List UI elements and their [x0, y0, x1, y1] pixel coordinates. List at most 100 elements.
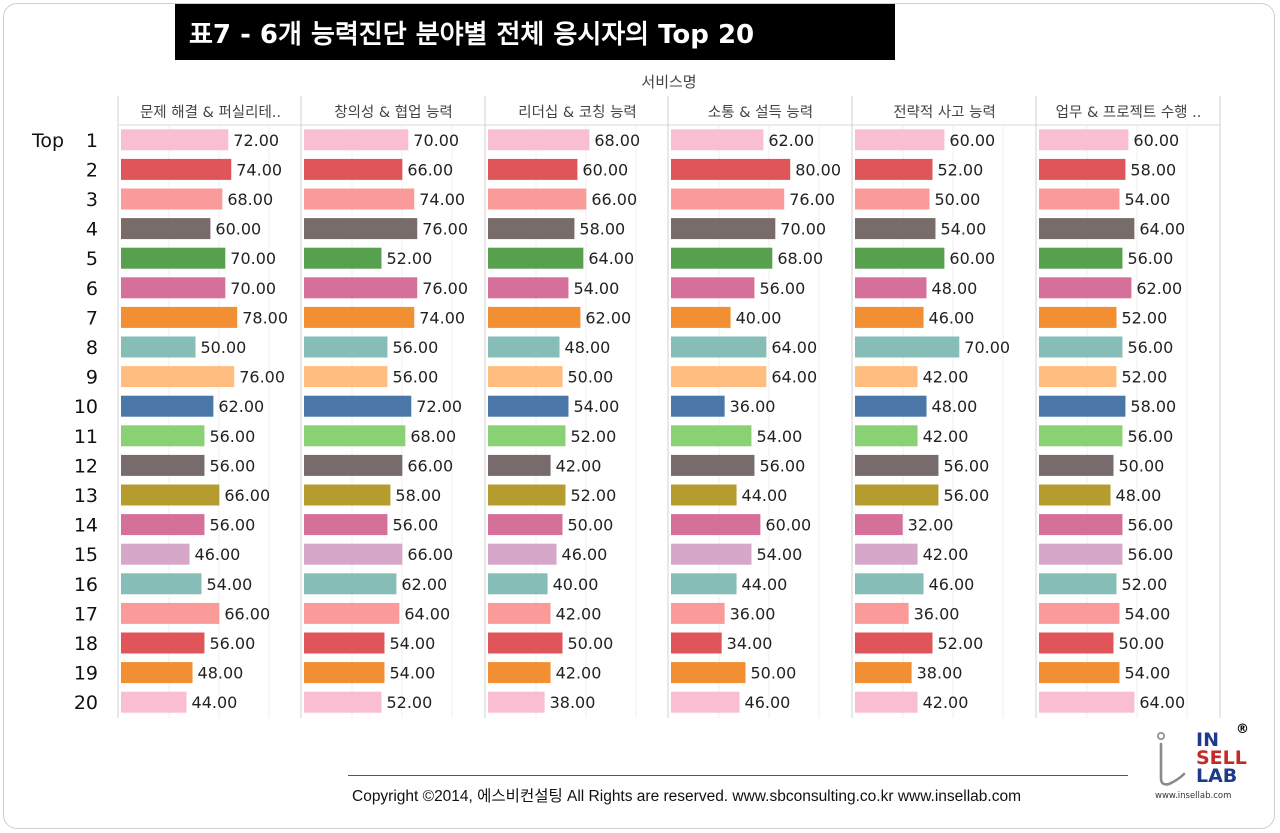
bar — [304, 662, 385, 684]
bar — [1039, 395, 1126, 417]
logo-text-sell: SELL — [1196, 747, 1247, 769]
bar — [304, 395, 412, 417]
bar — [671, 366, 767, 388]
bar — [671, 306, 731, 328]
value-label: 56.00 — [1127, 249, 1173, 268]
value-label: 44.00 — [742, 575, 788, 594]
bar — [855, 691, 918, 713]
value-label: 72.00 — [416, 397, 462, 416]
value-label: 56.00 — [1127, 427, 1173, 446]
bar — [855, 543, 918, 565]
bar — [488, 514, 563, 536]
value-label: 56.00 — [759, 279, 805, 298]
bar — [304, 158, 403, 180]
value-label: 52.00 — [937, 160, 983, 179]
row-label: 15 — [74, 544, 98, 566]
value-label: 52.00 — [570, 427, 616, 446]
bar — [304, 454, 403, 476]
row-label: 19 — [74, 663, 98, 685]
bar — [304, 188, 415, 210]
bar — [304, 277, 418, 299]
bar — [304, 366, 388, 388]
value-label: 54.00 — [1124, 190, 1170, 209]
value-label: 70.00 — [230, 249, 276, 268]
value-label: 66.00 — [591, 190, 637, 209]
value-label: 70.00 — [780, 220, 826, 239]
column-header: 문제 해결 & 퍼실리테.. — [140, 104, 281, 121]
row-label: 16 — [74, 574, 98, 596]
bar — [488, 425, 566, 447]
logo-url: www.insellab.com — [1155, 791, 1232, 801]
bar — [121, 188, 223, 210]
value-label: 44.00 — [742, 486, 788, 505]
bar — [121, 573, 202, 595]
insellab-logo: IN SELL LAB — [1157, 729, 1247, 787]
value-label: 48.00 — [565, 338, 611, 357]
value-label: 50.00 — [1119, 456, 1165, 475]
row-label: 14 — [74, 515, 98, 537]
bar — [304, 247, 382, 269]
row-label: 20 — [74, 692, 98, 714]
value-label: 52.00 — [937, 634, 983, 653]
bar — [304, 484, 391, 506]
bar — [855, 366, 918, 388]
value-label: 42.00 — [923, 368, 969, 387]
bar — [304, 602, 400, 624]
value-label: 68.00 — [227, 190, 273, 209]
value-label: 68.00 — [777, 249, 823, 268]
value-label: 56.00 — [392, 368, 438, 387]
bar — [121, 454, 205, 476]
row-label: 1 — [86, 130, 98, 152]
bar — [1039, 306, 1117, 328]
bar — [121, 366, 235, 388]
bar — [121, 602, 220, 624]
value-label: 64.00 — [404, 604, 450, 623]
value-label: 48.00 — [932, 397, 978, 416]
value-label: 60.00 — [949, 131, 995, 150]
value-label: 52.00 — [386, 693, 432, 712]
bar — [488, 573, 548, 595]
value-label: 62.00 — [218, 397, 264, 416]
value-label: 56.00 — [392, 516, 438, 535]
logo-text-in: IN — [1196, 729, 1219, 751]
value-label: 64.00 — [1139, 693, 1185, 712]
value-label: 46.00 — [929, 308, 975, 327]
value-label: 48.00 — [1116, 486, 1162, 505]
bar — [671, 336, 767, 358]
value-label: 52.00 — [1121, 575, 1167, 594]
bar — [671, 277, 755, 299]
value-label: 50.00 — [751, 664, 797, 683]
row-label: 6 — [86, 278, 98, 300]
bar — [488, 454, 551, 476]
value-label: 52.00 — [570, 486, 616, 505]
value-label: 56.00 — [943, 486, 989, 505]
value-label: 54.00 — [940, 220, 986, 239]
bar — [121, 425, 205, 447]
bar — [121, 484, 220, 506]
value-label: 54.00 — [1124, 664, 1170, 683]
value-label: 56.00 — [759, 456, 805, 475]
bar — [488, 129, 590, 151]
bar — [304, 306, 415, 328]
value-label: 50.00 — [935, 190, 981, 209]
bar — [121, 306, 238, 328]
bar — [121, 218, 211, 240]
value-label: 70.00 — [413, 131, 459, 150]
bar — [488, 366, 563, 388]
value-label: 70.00 — [230, 279, 276, 298]
bar — [304, 425, 406, 447]
value-label: 54.00 — [573, 397, 619, 416]
value-label: 58.00 — [395, 486, 441, 505]
value-label: 70.00 — [964, 338, 1010, 357]
value-label: 54.00 — [573, 279, 619, 298]
value-label: 44.00 — [192, 693, 238, 712]
value-label: 46.00 — [195, 545, 241, 564]
bar — [488, 543, 557, 565]
bar — [121, 247, 226, 269]
bar — [488, 336, 560, 358]
bar — [121, 395, 214, 417]
bar — [855, 277, 927, 299]
column-header: 업무 & 프로젝트 수행 .. — [1056, 104, 1202, 121]
value-label: 78.00 — [242, 308, 288, 327]
